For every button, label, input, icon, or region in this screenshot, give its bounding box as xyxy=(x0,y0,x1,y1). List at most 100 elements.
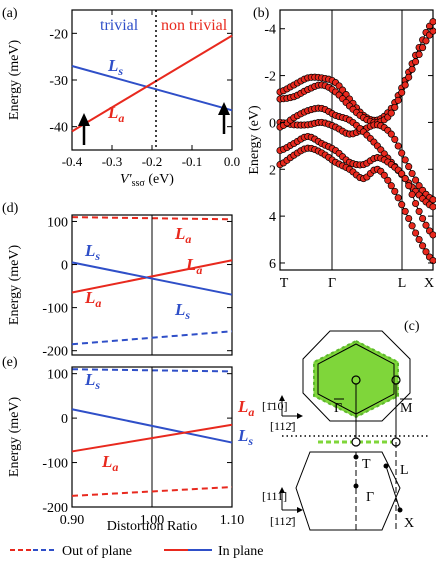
gamma-point xyxy=(353,483,359,489)
gamma-bar-projected xyxy=(351,437,361,447)
panel-e-series-solid-blue xyxy=(71,408,233,444)
panel-b-band-marker xyxy=(429,27,436,35)
panel-a-xtick-label: -0.2 xyxy=(142,154,163,169)
panel-a-xtick-label: -0.3 xyxy=(102,154,123,169)
panel-d-ytick-label: -200 xyxy=(42,345,68,360)
bulk-bz-outline xyxy=(295,451,401,531)
panel-a-label-la: La xyxy=(107,103,124,125)
panel-b-band-marker xyxy=(415,235,423,244)
panel-b-band-marker xyxy=(398,149,406,157)
panel-e-tag: (e) xyxy=(2,355,18,370)
panel-b-band-marker xyxy=(394,142,402,150)
panel-c: (c) Γ M [1̄10] [112̄] xyxy=(262,319,430,531)
panel-e-xtick-label: 1.00 xyxy=(140,513,165,528)
panel-b-band-marker xyxy=(394,194,402,202)
panel-b-band-marker xyxy=(412,58,420,66)
panel-b-band-marker xyxy=(401,207,409,215)
panel-b-xtick-label: Γ xyxy=(328,276,336,291)
panel-b-bands xyxy=(276,18,436,265)
panel-b-band-marker xyxy=(412,199,420,208)
panel-b-band-marker xyxy=(429,257,436,265)
panel-d-ytick-label: 100 xyxy=(47,215,68,230)
panel-b-band-marker xyxy=(387,130,395,138)
panel-a-ytick-label: -20 xyxy=(49,27,68,42)
legend: Out of plane In plane xyxy=(10,544,263,559)
panel-e-ytick-label: 100 xyxy=(47,368,68,383)
panel-b-band-marker xyxy=(429,231,436,239)
panel-b-band-marker xyxy=(408,222,416,230)
panel-b-band-marker xyxy=(405,182,413,190)
gamma-label: Γ xyxy=(366,490,374,505)
panel-e-xtick-label: 0.90 xyxy=(60,513,85,528)
panel-b-band-marker xyxy=(387,109,395,117)
panel-e-ylabel: Energy (meV) xyxy=(7,397,22,478)
bulk-l-x-line xyxy=(385,465,401,511)
panel-a-arrow-left xyxy=(78,113,90,145)
panel-e-xtick-label: 1.10 xyxy=(220,513,245,528)
panel-e-yticks: 100 0 -100 -200 xyxy=(42,368,232,516)
panel-b-band-marker xyxy=(429,18,436,26)
panel-b-ytick-label: 0 xyxy=(269,116,276,131)
panel-e: (e) Ls La La Ls 100 0 -100 -200 0.90 1.00 1.1… xyxy=(2,355,254,534)
panel-e-series-dashed-red xyxy=(71,486,233,497)
legend-out-of-plane-label: Out of plane xyxy=(62,544,132,559)
panel-a-xtick-label: 0.0 xyxy=(224,154,240,169)
panel-b-band-marker xyxy=(387,182,395,190)
panel-b-ytick-label: -4 xyxy=(264,23,276,38)
top-axes: [1̄10] [112̄] xyxy=(262,395,303,433)
panel-b-band-marker xyxy=(429,196,436,204)
panel-a-ytick-label: -30 xyxy=(49,74,68,89)
panel-a-line-Ls xyxy=(71,65,233,112)
panel-b-band-marker xyxy=(419,242,427,250)
panel-e-ytick-label: -200 xyxy=(42,501,68,516)
panel-b-ylabel: Energy (eV) xyxy=(247,105,262,175)
axis-bottom-vertical-label: [111] xyxy=(262,489,287,503)
panel-d-ylabel: Energy (meV) xyxy=(7,245,22,326)
panel-b-band-marker xyxy=(398,89,406,97)
panel-b-xtick-label: T xyxy=(280,276,289,291)
panel-b-band-marker xyxy=(408,169,416,178)
panel-b: (b) -4 -2 0 2 4 6 T Γ L X Energy (eV) xyxy=(247,6,436,291)
legend-in-plane-label: In plane xyxy=(218,544,263,559)
panel-d-ytick-label: -100 xyxy=(42,302,68,317)
panel-e-ytick-label: -100 xyxy=(42,457,68,472)
panel-b-band-marker xyxy=(405,214,413,223)
panel-a-line-La xyxy=(71,34,233,133)
x-point xyxy=(397,507,403,513)
panel-a-region-right: non trivial xyxy=(161,17,228,34)
panel-d-label-ls-right: Ls xyxy=(174,300,190,322)
panel-b-band-marker xyxy=(412,176,420,184)
panel-b-band-marker xyxy=(415,50,423,59)
panel-e-ytick-label: 0 xyxy=(61,412,68,427)
panel-b-band-marker xyxy=(415,182,423,190)
panel-b-band-marker xyxy=(422,221,430,229)
panel-e-series-solid-red xyxy=(71,423,233,453)
panel-b-ytick-label: 2 xyxy=(269,163,276,178)
l-point xyxy=(383,463,389,469)
panel-e-xlabel: Distortion Ratio xyxy=(107,519,198,534)
panel-b-frame xyxy=(279,9,434,271)
panel-b-band-marker xyxy=(405,73,413,81)
panel-a: (a) trivial non trivial Ls La -20-30-40 … xyxy=(2,6,240,189)
panel-a-xticks: -0.4 -0.3 -0.2 -0.1 0.0 xyxy=(62,10,240,169)
panel-d-series-solid-blue xyxy=(71,261,233,296)
panel-d-series-solid-red xyxy=(71,259,233,294)
panel-a-tag: (a) xyxy=(2,6,18,21)
surface-bz-outline xyxy=(302,330,411,422)
gamma-bar-label: Γ xyxy=(334,401,342,416)
axis-top-horizontal-label: [112̄] xyxy=(270,419,296,433)
panel-b-band-marker xyxy=(401,175,409,183)
panel-b-band-marker xyxy=(415,207,423,215)
panel-b-band-marker xyxy=(391,187,399,195)
panel-e-label-la-right: La xyxy=(237,397,254,419)
panel-d-ytick-label: 0 xyxy=(61,259,68,274)
panel-b-band-marker xyxy=(419,214,427,223)
panel-a-arrow-right xyxy=(218,102,230,134)
panel-b-band-marker xyxy=(422,248,430,256)
panel-b-band-marker xyxy=(398,201,406,209)
t-label: T xyxy=(362,457,371,472)
panel-b-band-marker xyxy=(401,156,409,164)
panel-b-tag: (b) xyxy=(253,6,270,21)
panel-d-label-la-right: La xyxy=(185,255,202,277)
